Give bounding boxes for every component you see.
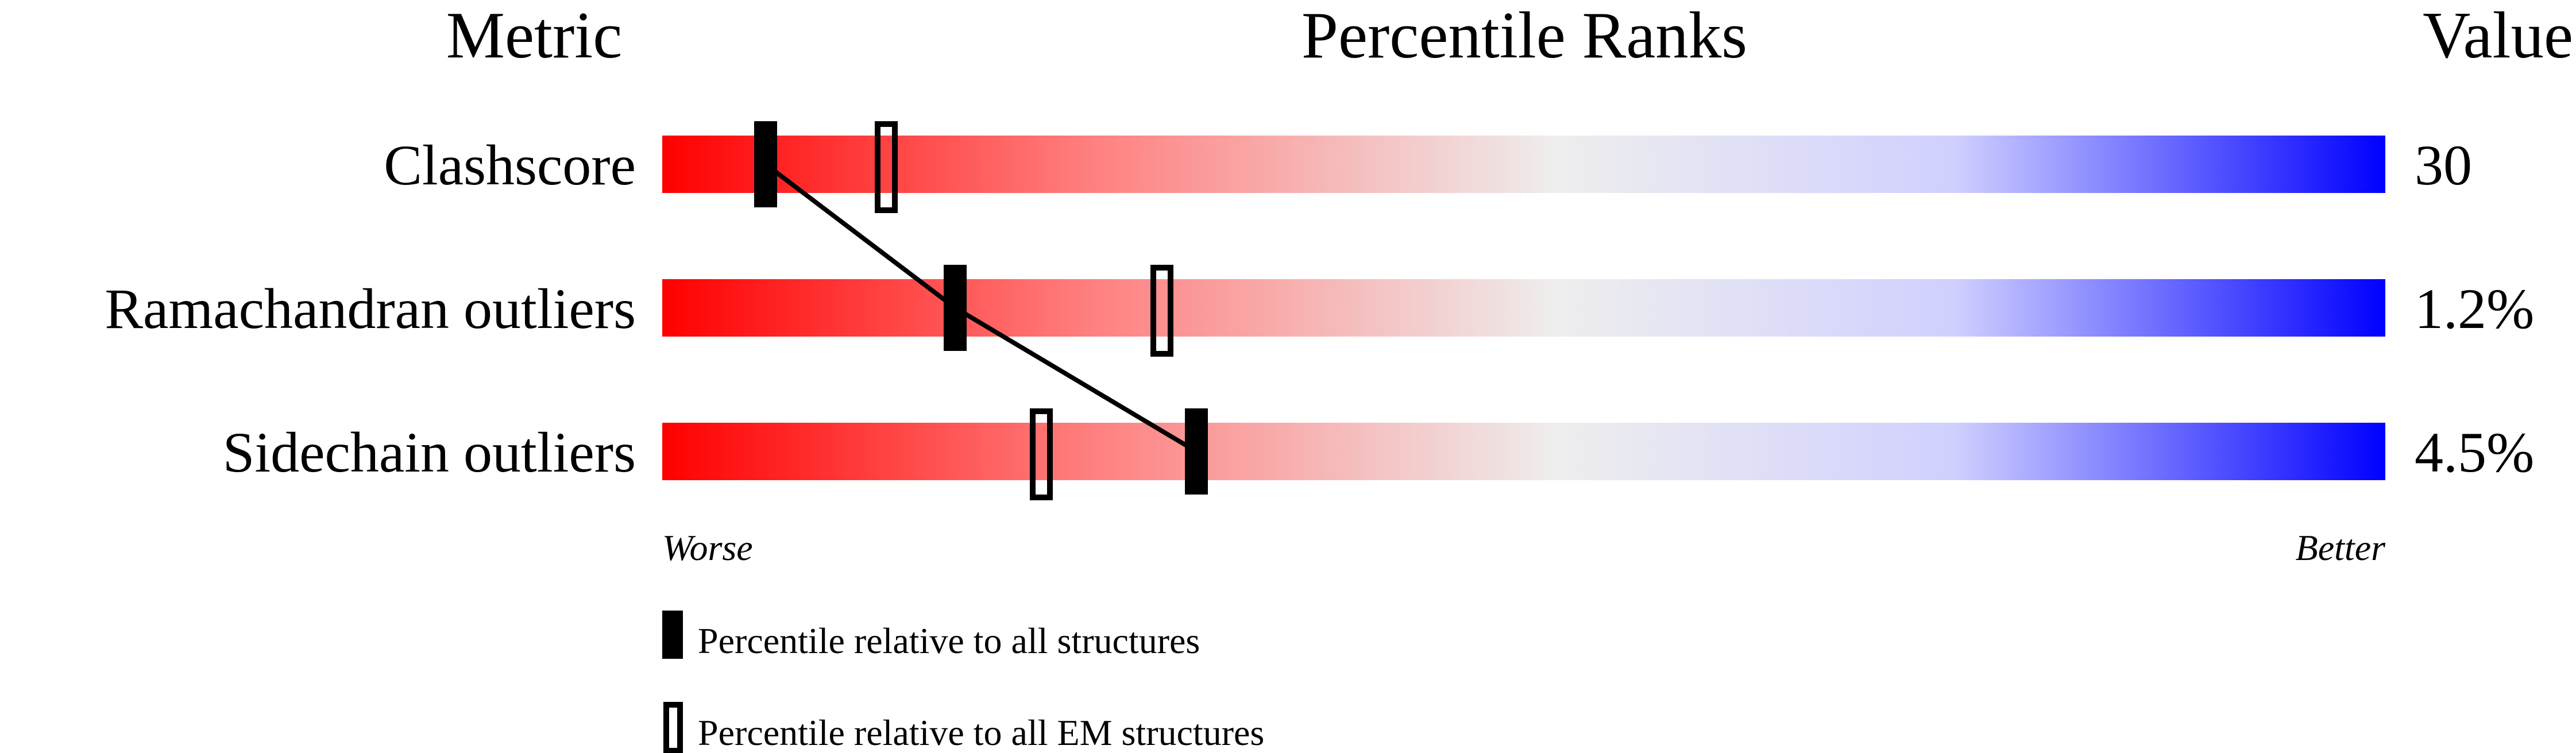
axis-better-label: Better — [2296, 527, 2386, 568]
metric-value: 30 — [2415, 133, 2472, 197]
metric-value: 4.5% — [2415, 420, 2534, 484]
marker-em-percentile — [875, 121, 898, 213]
percentile-bar — [662, 423, 2385, 480]
connector-line — [953, 306, 1198, 454]
header-value: Value — [2423, 0, 2573, 72]
legend-label-all: Percentile relative to all structures — [698, 620, 1200, 661]
metric-label: Clashscore — [384, 133, 636, 197]
marker-em-percentile — [1030, 408, 1053, 500]
marker-all-percentile — [1185, 408, 1208, 495]
percentile-bar — [662, 136, 2385, 193]
axis-worse-label: Worse — [662, 527, 753, 568]
metric-label: Ramachandran outliers — [105, 277, 636, 341]
metric-value: 1.2% — [2415, 277, 2534, 341]
metric-label: Sidechain outliers — [223, 420, 636, 484]
connector-line — [764, 162, 957, 310]
marker-all-percentile — [754, 121, 777, 207]
header-percentile-ranks: Percentile Ranks — [1301, 0, 1747, 72]
marker-em-percentile — [1150, 265, 1173, 357]
percentile-bar — [662, 279, 2385, 337]
legend-label-em: Percentile relative to all EM structures — [698, 712, 1264, 753]
legend-marker-em — [663, 702, 683, 753]
header-metric: Metric — [446, 0, 623, 72]
legend-marker-all — [662, 611, 683, 659]
marker-all-percentile — [944, 265, 967, 351]
